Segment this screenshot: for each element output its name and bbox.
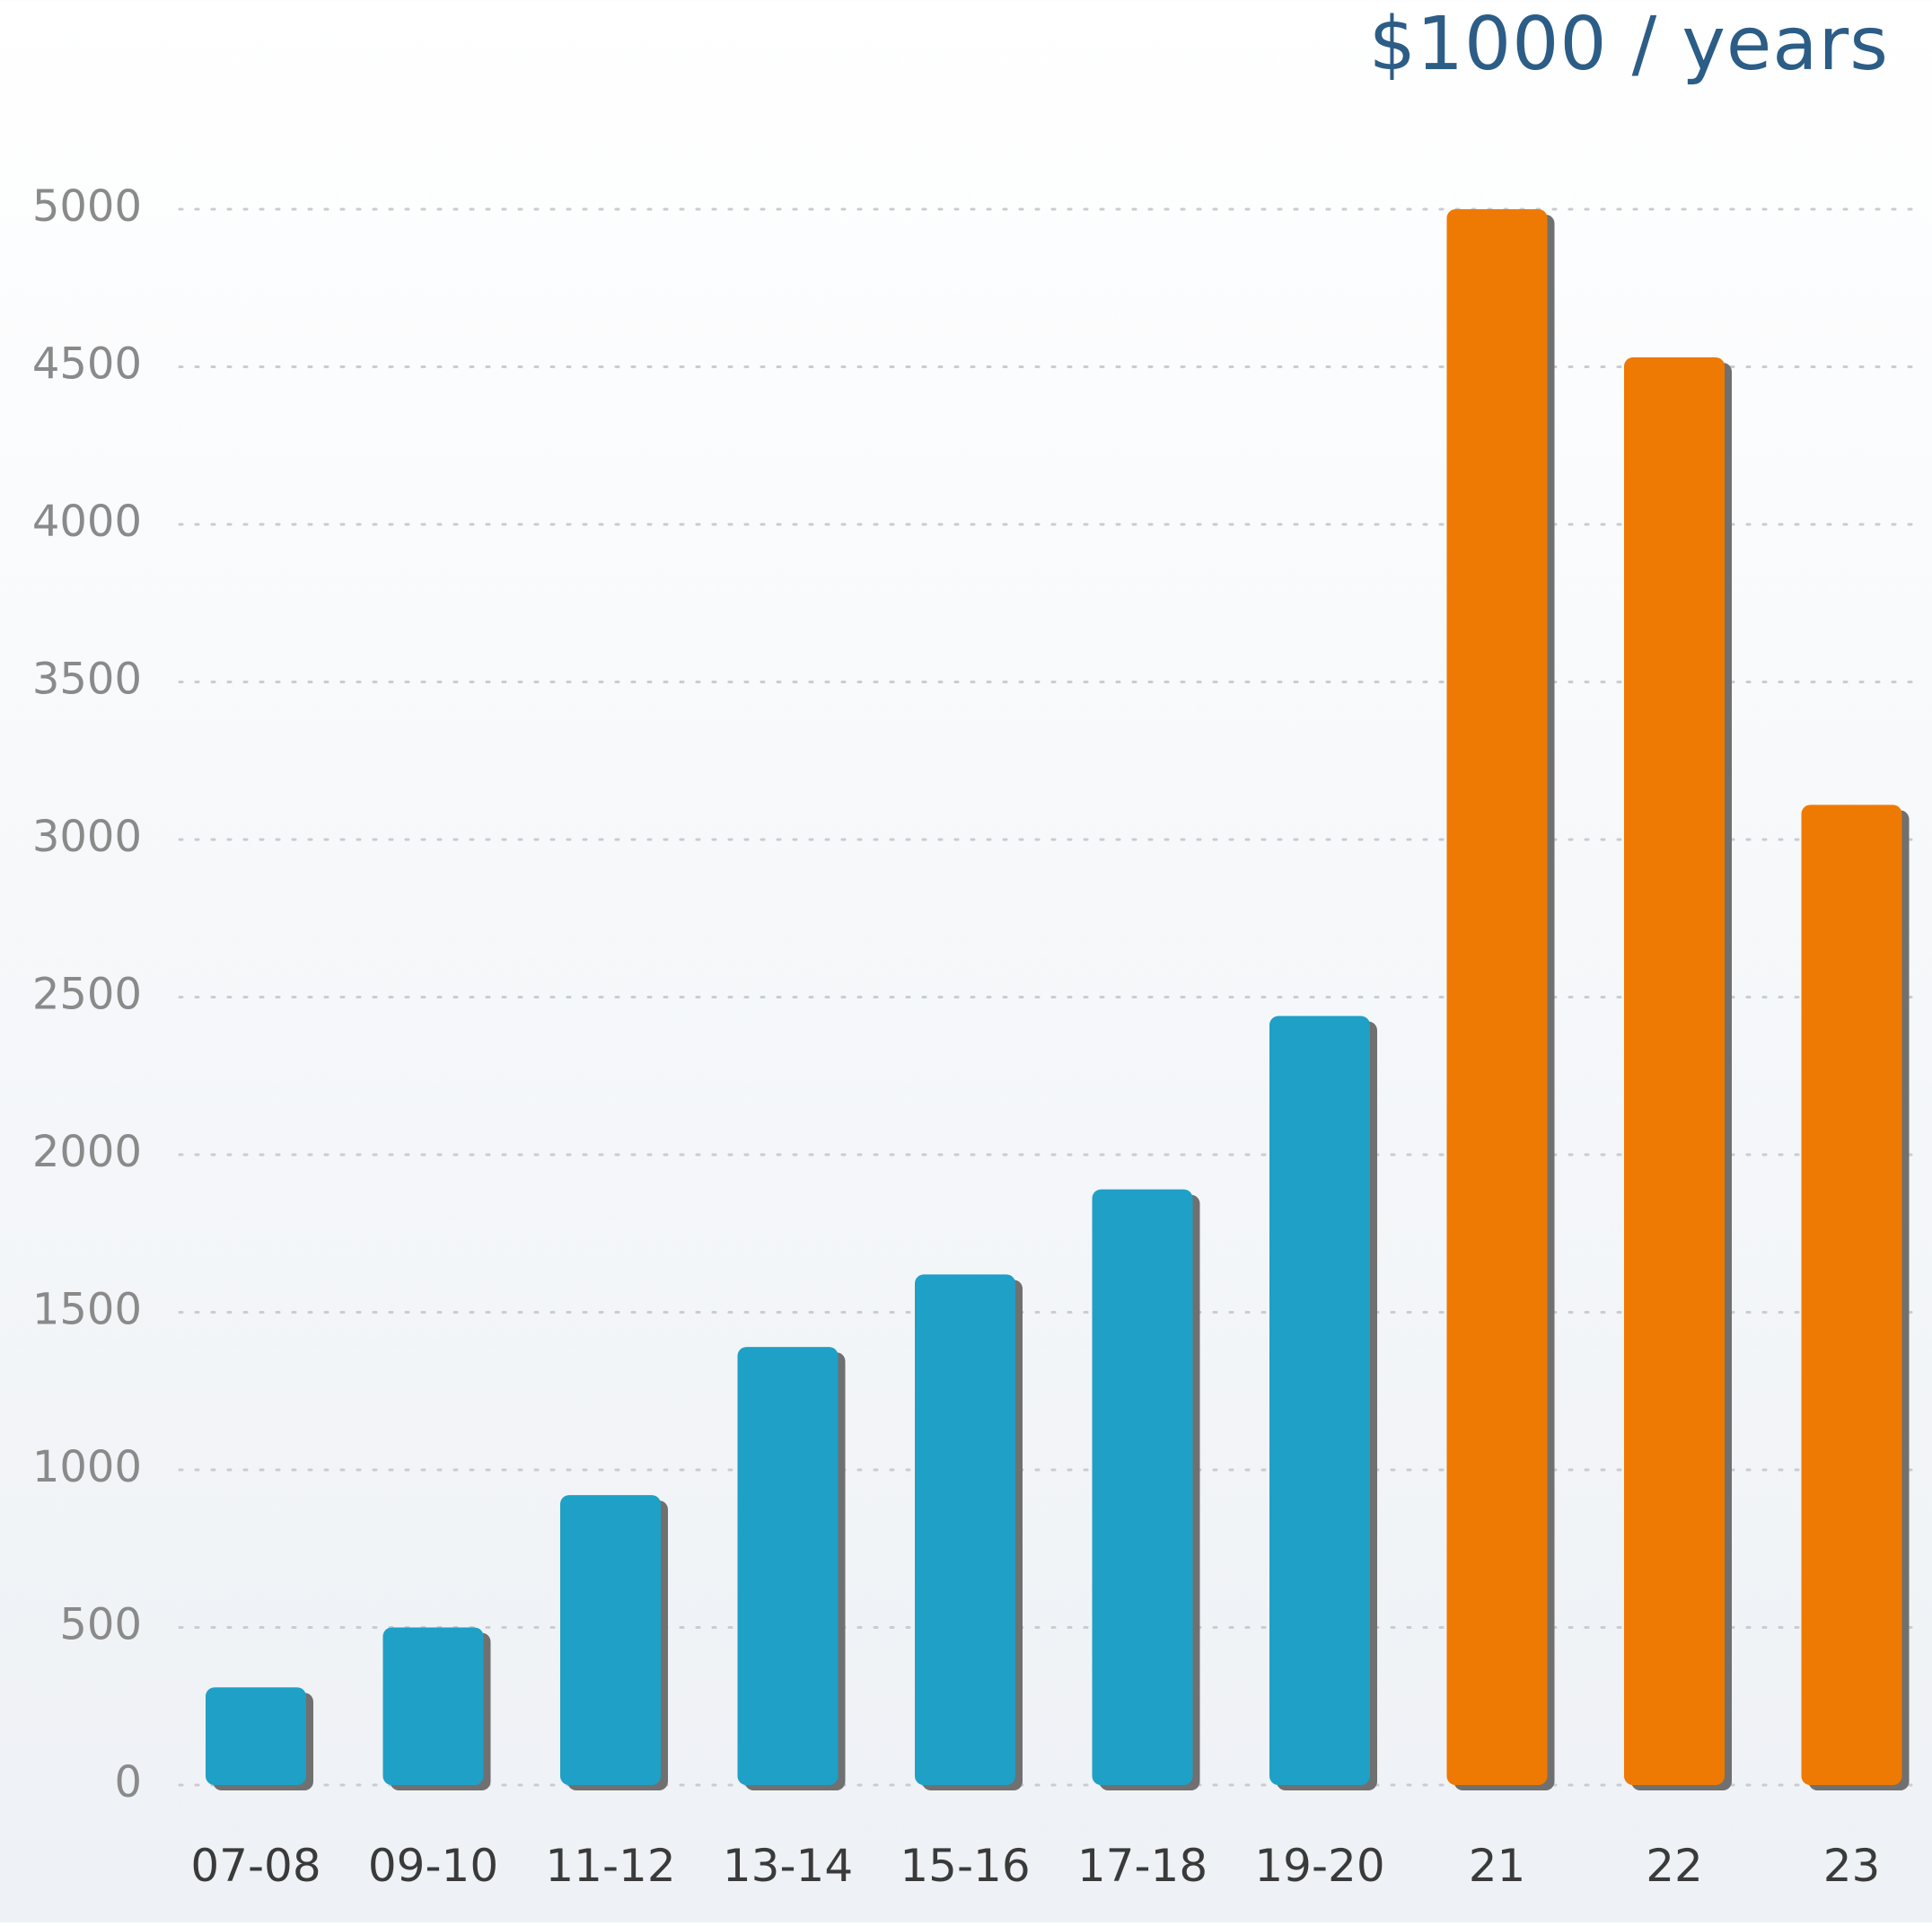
x-tick-label: 23 — [1823, 1840, 1881, 1892]
x-tick-label: 15-16 — [900, 1840, 1030, 1892]
y-tick-label: 500 — [59, 1600, 142, 1650]
bar-21 — [1446, 209, 1548, 1785]
bar-13-14 — [737, 1347, 839, 1785]
y-tick-label: 4000 — [32, 497, 142, 547]
y-tick-label: 1500 — [32, 1285, 142, 1335]
x-tick-label: 07-08 — [190, 1840, 321, 1892]
bar-19-20 — [1269, 1016, 1370, 1785]
x-tick-label: 09-10 — [368, 1840, 498, 1892]
x-tick-label: 22 — [1646, 1840, 1703, 1892]
x-tick-label: 13-14 — [723, 1840, 853, 1892]
bars — [206, 209, 1910, 1791]
x-tick-label: 17-18 — [1077, 1840, 1208, 1892]
bar-22 — [1624, 356, 1725, 1786]
y-tick-label: 5000 — [32, 181, 142, 232]
x-axis-labels: 07-08 09-10 11-12 13-14 15-16 17-18 19-20 21 22 2… — [190, 1840, 1880, 1892]
bar-09-10 — [382, 1627, 484, 1785]
bar-17-18 — [1092, 1189, 1193, 1785]
bar-23 — [1801, 805, 1902, 1785]
x-tick-label: 11-12 — [545, 1840, 675, 1892]
y-tick-label: 3500 — [32, 655, 142, 705]
y-tick-label: 1000 — [32, 1442, 142, 1492]
y-tick-label: 4500 — [32, 339, 142, 390]
y-tick-label: 2500 — [32, 970, 142, 1020]
y-axis-ticks: 0 500 1000 1500 2000 2500 3000 3500 4000 4500 5000 — [32, 181, 142, 1807]
bar-07-08 — [206, 1687, 306, 1785]
y-tick-label: 3000 — [32, 812, 142, 862]
bar-15-16 — [915, 1274, 1015, 1785]
bar-11-12 — [560, 1495, 661, 1785]
x-tick-label: 19-20 — [1254, 1840, 1384, 1892]
x-tick-label: 21 — [1469, 1840, 1526, 1892]
y-tick-label: 0 — [114, 1757, 142, 1807]
unit-label: $1000 / years — [1368, 2, 1889, 87]
y-tick-label: 2000 — [32, 1127, 142, 1177]
